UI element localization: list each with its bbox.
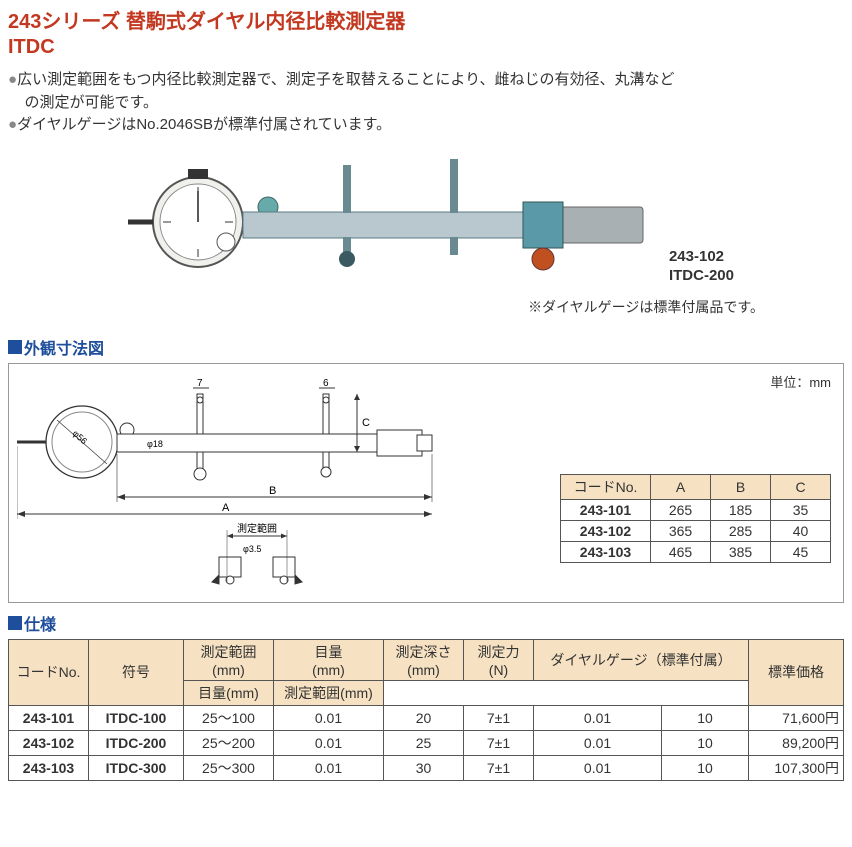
desc-text-2: ダイヤルゲージはNo.2046SBが標準付属されています。 bbox=[17, 116, 391, 133]
cell: 30 bbox=[384, 755, 464, 780]
spec-th: 測定深さ(mm) bbox=[384, 639, 464, 680]
cell: 71,600円 bbox=[749, 705, 844, 730]
dimension-table-wrap: コードNo. A B C 243-101 265 185 35 243-102 … bbox=[560, 474, 831, 563]
bullet-icon: ● bbox=[8, 71, 17, 88]
cell: 243-103 bbox=[9, 755, 89, 780]
bullet-icon: ● bbox=[8, 116, 17, 133]
desc-text-1: 広い測定範囲をもつ内径比較測定器で、測定子を取替えることにより、雌ねじの有効径、… bbox=[17, 71, 674, 88]
cell: 10 bbox=[662, 705, 749, 730]
cell: 25 bbox=[384, 730, 464, 755]
dimension-drawing: φ56 φ18 7 6 C B bbox=[17, 372, 517, 597]
cell: ITDC-200 bbox=[89, 730, 184, 755]
table-row: 243-101 ITDC-100 25〜100 0.01 20 7±1 0.01… bbox=[9, 705, 844, 730]
dim-phi35: φ3.5 bbox=[243, 544, 261, 554]
cell: ITDC-100 bbox=[89, 705, 184, 730]
dim-th-C: C bbox=[771, 474, 831, 499]
dim-th-code: コードNo. bbox=[561, 474, 651, 499]
cell: 40 bbox=[771, 520, 831, 541]
section-header-spec: 仕様 bbox=[8, 611, 844, 635]
spec-th-sub: 測定範囲(mm) bbox=[274, 680, 384, 705]
cell: 45 bbox=[771, 541, 831, 562]
section-header-dimensions: 外観寸法図 bbox=[8, 335, 844, 359]
unit-label: 単位：mm bbox=[770, 372, 831, 391]
dim-B: B bbox=[269, 485, 276, 497]
spec-th: 目量(mm) bbox=[274, 639, 384, 680]
spec-table-wrap: コードNo. 符号 測定範囲(mm) 目量(mm) 測定深さ(mm) 測定力(N… bbox=[8, 639, 844, 781]
cell: 185 bbox=[711, 499, 771, 520]
table-row: 243-103 ITDC-300 25〜300 0.01 30 7±1 0.01… bbox=[9, 755, 844, 780]
product-photo-area: 243-102 ITDC-200 ※ダイヤルゲージは標準付属品です。 bbox=[8, 147, 844, 327]
section-title-2: 仕様 bbox=[24, 611, 56, 635]
section-title-1: 外観寸法図 bbox=[24, 335, 104, 359]
spec-th: 符号 bbox=[89, 639, 184, 705]
cell: 265 bbox=[651, 499, 711, 520]
spec-th: ダイヤルゲージ（標準付属） bbox=[534, 639, 749, 680]
dim-th-A: A bbox=[651, 474, 711, 499]
cell: 10 bbox=[662, 755, 749, 780]
dim-C: C bbox=[362, 417, 370, 429]
caption-code-2: ITDC-200 bbox=[669, 267, 734, 284]
cell: 7±1 bbox=[464, 755, 534, 780]
cell: 20 bbox=[384, 705, 464, 730]
square-icon bbox=[8, 340, 22, 354]
desc-text-1b: の測定が可能です。 bbox=[8, 92, 844, 115]
spec-th: 標準価格 bbox=[749, 639, 844, 705]
cell: 285 bbox=[711, 520, 771, 541]
cell: 0.01 bbox=[274, 730, 384, 755]
product-code-caption: 243-102 ITDC-200 bbox=[669, 247, 734, 286]
cell: 0.01 bbox=[274, 755, 384, 780]
table-row: 243-102 365 285 40 bbox=[561, 520, 831, 541]
cell: 243-102 bbox=[9, 730, 89, 755]
cell: 243-101 bbox=[9, 705, 89, 730]
cell: 7±1 bbox=[464, 705, 534, 730]
table-row: 243-101 265 185 35 bbox=[561, 499, 831, 520]
cell: 465 bbox=[651, 541, 711, 562]
cell: ITDC-300 bbox=[89, 755, 184, 780]
dimension-diagram-box: 単位：mm φ56 φ18 7 6 C bbox=[8, 363, 844, 603]
cell: 0.01 bbox=[534, 730, 662, 755]
table-row: 243-102 ITDC-200 25〜200 0.01 25 7±1 0.01… bbox=[9, 730, 844, 755]
spec-th: 測定範囲(mm) bbox=[184, 639, 274, 680]
cell: 0.01 bbox=[274, 705, 384, 730]
spec-th-sub: 目量(mm) bbox=[184, 680, 274, 705]
spec-table: コードNo. 符号 測定範囲(mm) 目量(mm) 測定深さ(mm) 測定力(N… bbox=[8, 639, 844, 781]
cell: 25〜200 bbox=[184, 730, 274, 755]
description-block: ●広い測定範囲をもつ内径比較測定器で、測定子を取替えることにより、雌ねじの有効径… bbox=[8, 69, 844, 137]
product-photo-illustration bbox=[128, 147, 688, 297]
cell: 243-103 bbox=[561, 541, 651, 562]
square-icon bbox=[8, 616, 22, 630]
cell: 0.01 bbox=[534, 705, 662, 730]
cell: 35 bbox=[771, 499, 831, 520]
dim-six: 6 bbox=[323, 378, 329, 389]
dimension-table: コードNo. A B C 243-101 265 185 35 243-102 … bbox=[560, 474, 831, 563]
product-note: ※ダイヤルゲージは標準付属品です。 bbox=[528, 297, 764, 317]
dim-range-label: 測定範囲 bbox=[237, 522, 277, 535]
caption-code-1: 243-102 bbox=[669, 248, 724, 265]
cell: 107,300円 bbox=[749, 755, 844, 780]
spec-th: 測定力(N) bbox=[464, 639, 534, 680]
dim-A: A bbox=[222, 502, 230, 514]
cell: 7±1 bbox=[464, 730, 534, 755]
spec-th: コードNo. bbox=[9, 639, 89, 705]
cell: 89,200円 bbox=[749, 730, 844, 755]
page-title-line1: 243シリーズ 替駒式ダイヤル内径比較測定器 bbox=[8, 8, 844, 36]
cell: 385 bbox=[711, 541, 771, 562]
cell: 25〜100 bbox=[184, 705, 274, 730]
dim-seven: 7 bbox=[197, 378, 203, 389]
dim-phi18: φ18 bbox=[147, 439, 163, 449]
cell: 25〜300 bbox=[184, 755, 274, 780]
cell: 365 bbox=[651, 520, 711, 541]
page-title-line2: ITDC bbox=[8, 36, 844, 59]
cell: 0.01 bbox=[534, 755, 662, 780]
cell: 10 bbox=[662, 730, 749, 755]
cell: 243-102 bbox=[561, 520, 651, 541]
table-row: 243-103 465 385 45 bbox=[561, 541, 831, 562]
cell: 243-101 bbox=[561, 499, 651, 520]
dim-th-B: B bbox=[711, 474, 771, 499]
